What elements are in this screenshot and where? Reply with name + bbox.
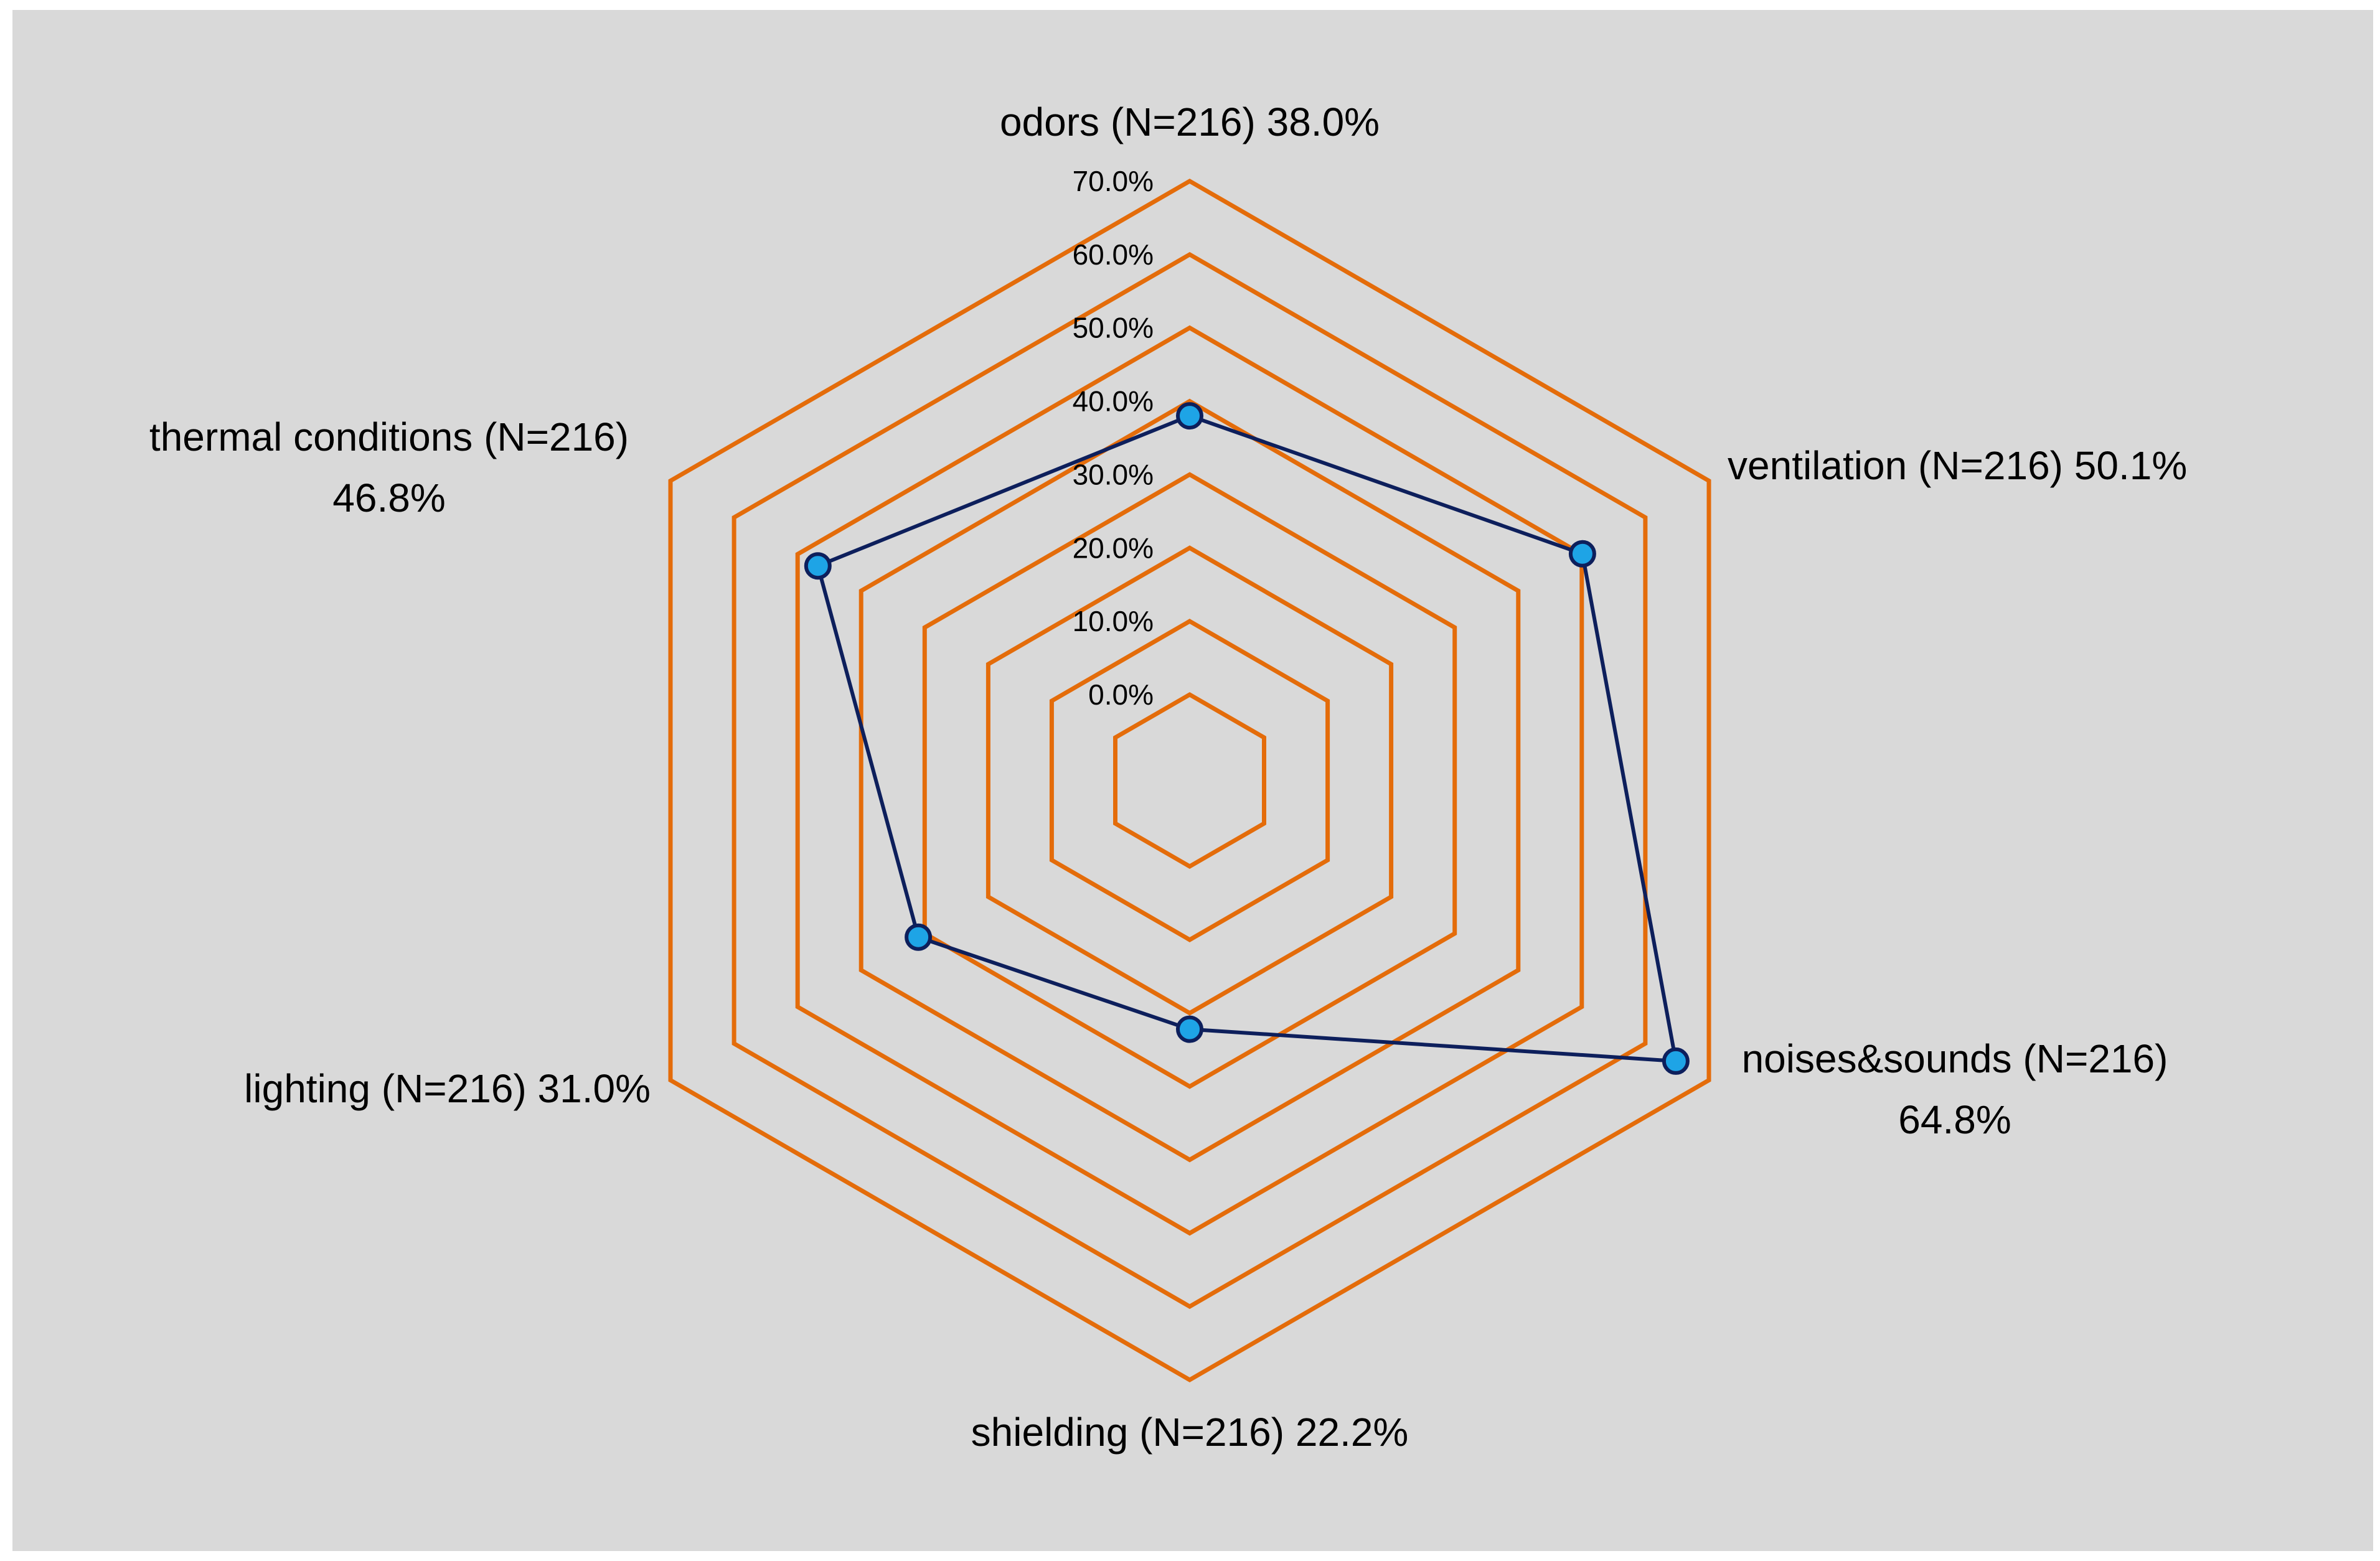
grid-ring-5: [795, 325, 1584, 1236]
grid-ring-1: [1049, 619, 1330, 942]
tick-label: 60.0%: [1073, 238, 1154, 271]
tick-label: 10.0%: [1073, 605, 1154, 637]
grid-ring-2: [985, 545, 1394, 1016]
series-line: [816, 414, 1678, 1063]
grid-layer: [668, 178, 1711, 1383]
tick-label: 20.0%: [1073, 532, 1154, 564]
grid-ring-3: [922, 472, 1457, 1089]
category-label-1: ventilation (N=216) 50.1%: [1728, 443, 2187, 488]
data-point-1: [1568, 540, 1596, 568]
category-label-3: shielding (N=216) 22.2%: [971, 1410, 1409, 1455]
series-layer: [804, 402, 1690, 1075]
category-label-layer: odors (N=216) 38.0% ventilation (N=216) 5…: [149, 100, 2187, 1455]
grid-ring-0: [1113, 691, 1266, 870]
tick-label: 30.0%: [1073, 458, 1154, 490]
data-point-2: [1662, 1047, 1690, 1075]
tick-label: 50.0%: [1073, 312, 1154, 344]
tick-label-layer: 0.0% 10.0% 20.0% 30.0% 40.0% 50.0% 60.0% 70.0%: [1073, 165, 1154, 711]
category-label-5: 46.8%: [332, 476, 445, 520]
chart-background: [12, 10, 2373, 1551]
category-label-2: 64.8%: [1898, 1097, 2011, 1142]
data-point-5: [804, 552, 832, 580]
grid-ring-7: [668, 178, 1711, 1383]
grid-ring-4: [858, 398, 1521, 1163]
data-point-3: [1176, 1015, 1203, 1043]
tick-label: 70.0%: [1073, 165, 1154, 197]
category-label-2: noises&sounds (N=216): [1742, 1036, 2168, 1081]
tick-label: 0.0%: [1088, 678, 1154, 711]
category-label-0: odors (N=216) 38.0%: [1000, 100, 1380, 144]
data-point-4: [905, 923, 933, 951]
tick-label: 40.0%: [1073, 385, 1154, 418]
category-label-5: thermal conditions (N=216): [149, 415, 629, 459]
grid-ring-6: [731, 251, 1648, 1310]
data-point-0: [1176, 402, 1203, 430]
category-label-4: lighting (N=216) 31.0%: [244, 1066, 651, 1111]
